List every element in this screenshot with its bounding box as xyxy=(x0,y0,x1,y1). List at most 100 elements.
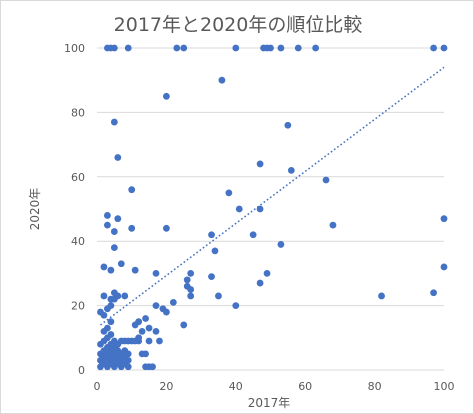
data-point xyxy=(145,337,153,345)
data-point xyxy=(173,44,181,52)
data-point xyxy=(232,44,240,52)
data-point xyxy=(235,205,243,213)
gridlines xyxy=(97,47,444,371)
data-point xyxy=(138,327,146,335)
data-point xyxy=(284,121,292,129)
x-tick-label: 20 xyxy=(159,380,173,393)
data-point xyxy=(131,321,139,329)
data-point xyxy=(114,215,122,223)
data-point xyxy=(121,292,129,300)
data-point xyxy=(208,231,215,239)
data-point xyxy=(104,212,111,219)
data-point xyxy=(256,160,264,168)
data-point xyxy=(114,154,122,161)
data-point xyxy=(110,228,118,235)
data-point xyxy=(104,305,111,313)
data-point xyxy=(149,363,156,371)
data-point xyxy=(124,44,132,52)
data-point xyxy=(211,247,219,255)
data-point xyxy=(180,321,188,329)
data-point xyxy=(263,270,271,277)
data-point xyxy=(142,315,149,322)
x-tick-label: 0 xyxy=(94,380,101,393)
data-point xyxy=(277,44,285,52)
data-point xyxy=(225,189,233,197)
data-point xyxy=(110,118,118,126)
data-point xyxy=(312,44,320,52)
data-point xyxy=(430,44,437,52)
data-point xyxy=(163,92,170,100)
data-point xyxy=(128,186,136,194)
data-point xyxy=(131,266,139,274)
data-point xyxy=(104,324,111,332)
data-point xyxy=(277,241,285,248)
data-point xyxy=(163,224,170,232)
y-tick-label: 0 xyxy=(78,364,85,377)
trendline xyxy=(99,66,445,326)
y-tick-label: 60 xyxy=(71,171,85,184)
data-point xyxy=(322,176,330,184)
data-point xyxy=(294,44,302,52)
data-point xyxy=(152,302,160,309)
data-point xyxy=(110,44,118,52)
data-point xyxy=(124,356,132,364)
data-point xyxy=(218,76,226,84)
data-point xyxy=(180,44,188,52)
x-tick-label: 80 xyxy=(368,380,382,393)
data-point xyxy=(249,231,257,239)
data-point xyxy=(440,215,448,223)
data-point xyxy=(183,276,191,284)
data-point xyxy=(215,292,222,300)
data-point xyxy=(256,205,264,213)
y-axis-ticks: 0 20 40 60 80 100 xyxy=(64,42,85,377)
data-points xyxy=(97,44,448,371)
y-tick-label: 100 xyxy=(64,42,85,55)
data-point xyxy=(100,263,108,271)
y-tick-label: 20 xyxy=(71,300,85,313)
data-point xyxy=(287,166,295,174)
data-point xyxy=(187,270,195,277)
data-point xyxy=(104,221,111,229)
x-tick-label: 60 xyxy=(298,380,312,393)
data-point xyxy=(100,311,108,319)
data-point xyxy=(440,44,448,52)
data-point xyxy=(440,263,448,271)
data-point xyxy=(187,292,195,300)
data-point xyxy=(117,260,125,268)
data-point xyxy=(110,244,118,252)
y-axis-title: 2020年 xyxy=(28,188,42,231)
data-point xyxy=(430,289,437,297)
data-point xyxy=(124,363,132,371)
data-point xyxy=(187,286,195,293)
chart-title: 2017年と2020年の順位比較 xyxy=(114,14,363,36)
data-point xyxy=(128,224,136,232)
data-point xyxy=(267,44,274,52)
data-point xyxy=(142,350,149,358)
data-point xyxy=(256,279,264,287)
data-point xyxy=(107,266,115,274)
data-point xyxy=(163,308,170,316)
data-point xyxy=(152,327,160,335)
data-point xyxy=(152,270,160,277)
y-tick-label: 80 xyxy=(71,106,85,119)
data-point xyxy=(145,324,153,332)
data-point xyxy=(107,318,115,326)
data-point xyxy=(110,295,118,303)
data-point xyxy=(100,292,108,300)
x-axis-ticks: 0 20 40 60 80 100 xyxy=(94,380,455,393)
x-tick-label: 40 xyxy=(229,380,243,393)
data-point xyxy=(329,221,337,229)
data-point xyxy=(208,273,215,281)
data-point xyxy=(156,337,163,345)
data-point xyxy=(124,350,132,358)
data-point xyxy=(169,298,177,306)
data-point xyxy=(232,302,240,309)
x-axis-title: 2017年 xyxy=(248,396,291,410)
data-point xyxy=(378,292,385,300)
x-tick-label: 100 xyxy=(434,380,455,393)
data-point xyxy=(135,337,143,345)
data-point xyxy=(107,331,115,338)
y-tick-label: 40 xyxy=(71,235,85,248)
